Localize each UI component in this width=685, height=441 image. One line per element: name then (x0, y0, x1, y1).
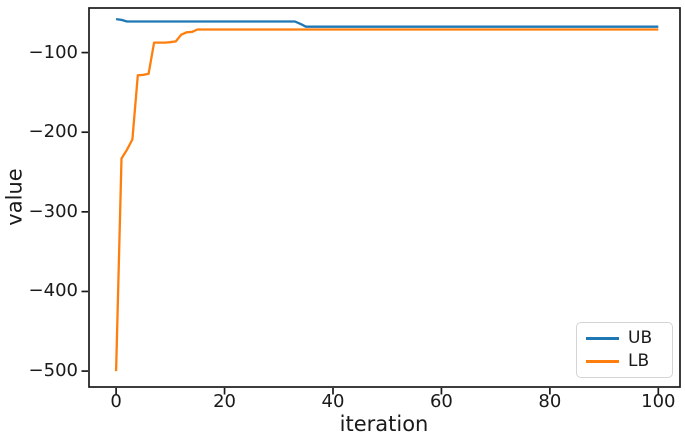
ub-line (115, 17, 659, 28)
ub-line-swatch (586, 337, 619, 340)
x-tick-label: 20 (213, 391, 236, 412)
x-axis-label: iteration (339, 412, 429, 436)
y-tick-label: −500 (28, 360, 78, 382)
x-tick-label: 40 (321, 391, 345, 412)
y-tick-label: −300 (28, 200, 78, 222)
y-tick-label: −200 (28, 121, 78, 143)
y-tick-label: −400 (28, 280, 78, 302)
lb-line-swatch (586, 360, 619, 363)
x-tick-label: 0 (110, 391, 122, 412)
legend: UB LB (576, 322, 673, 378)
lb-line (114, 28, 659, 372)
legend-item-lb: LB (586, 353, 664, 370)
legend-label-lb: LB (628, 351, 650, 371)
axes-spines (88, 7, 681, 388)
x-tick-label: 100 (641, 391, 676, 412)
y-tick-label: −100 (28, 41, 78, 63)
legend-item-ub: UB (586, 330, 664, 347)
x-tick-label: 80 (538, 391, 562, 412)
y-axis-label: value (2, 168, 27, 226)
legend-label-ub: UB (628, 328, 653, 348)
x-tick-label: 60 (429, 391, 453, 412)
